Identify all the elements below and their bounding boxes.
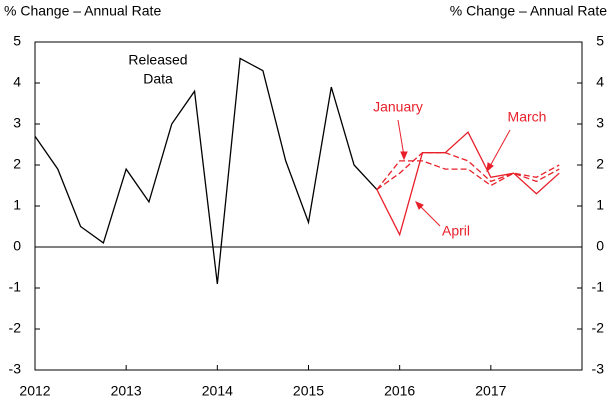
y-axis-label-right: % Change – Annual Rate [450,3,607,19]
y-tick-label: -3 [9,361,22,377]
x-tick-label: 2016 [384,383,415,399]
y-tick-label: 4 [13,74,21,90]
y-tick-label: -2 [9,320,22,336]
x-tick-label: 2015 [293,383,324,399]
annotation: April [442,223,470,239]
annotation: Data [143,71,173,87]
annotation: March [508,109,547,125]
y2-tick-label: 1 [596,197,604,213]
x-tick-label: 2012 [19,383,50,399]
y-axis-label-left: % Change – Annual Rate [4,3,161,19]
x-tick-label: 2013 [111,383,142,399]
y-tick-label: -1 [9,279,22,295]
annotation: January [373,99,423,115]
series-line [376,160,560,191]
plot-frame [34,41,583,371]
y-tick-label: 2 [13,156,21,172]
y2-tick-label: 2 [596,156,604,172]
arrows [397,119,511,227]
y2-tick-label: -2 [592,320,605,336]
series-line [376,152,560,191]
y-tick-label: 5 [13,33,21,49]
y2-tick-label: -1 [592,279,605,295]
annotation: Released [128,52,187,68]
y2-tick-label: 0 [596,238,604,254]
y-tick-label: 1 [13,197,21,213]
x-tick-label: 2014 [202,383,233,399]
y2-tick-label: 5 [596,33,604,49]
y2-tick-label: -3 [592,361,605,377]
y-tick-label: 3 [13,115,21,131]
series-line [34,57,378,284]
y-tick-label: 0 [13,238,21,254]
series-line [376,131,560,237]
y2-tick-label: 3 [596,115,604,131]
y2-tick-label: 4 [596,74,604,90]
x-tick-label: 2017 [475,383,506,399]
